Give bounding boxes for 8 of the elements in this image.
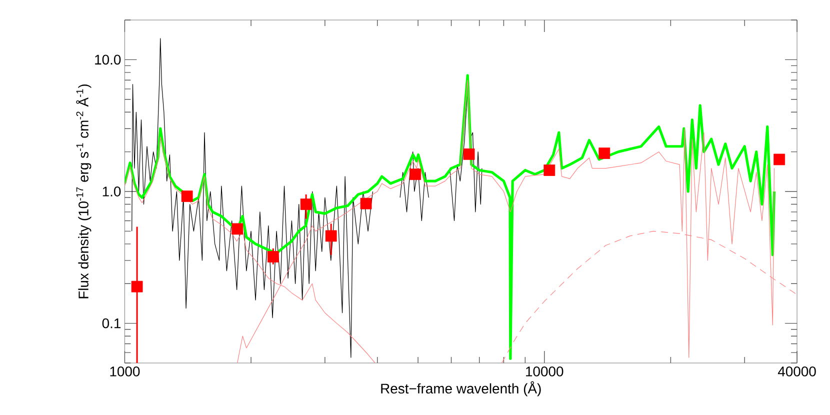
y-tick-label: 0.1 <box>102 318 121 328</box>
y-tick-label: 10.0 <box>95 54 121 65</box>
x-tick-label: 10000 <box>526 366 564 376</box>
text: Flux density (10$^{-17}$ erg s$^{-1}$ cm$^{-2}$ Å$^{-1}$) <box>76 84 92 298</box>
y-tick-label: 1.0 <box>102 186 121 196</box>
x-tick-label: 40000 <box>778 366 816 376</box>
x-axis-title: Rest−frame wavelenth (Å) <box>381 381 541 396</box>
x-tick-label: 1000 <box>110 366 140 376</box>
